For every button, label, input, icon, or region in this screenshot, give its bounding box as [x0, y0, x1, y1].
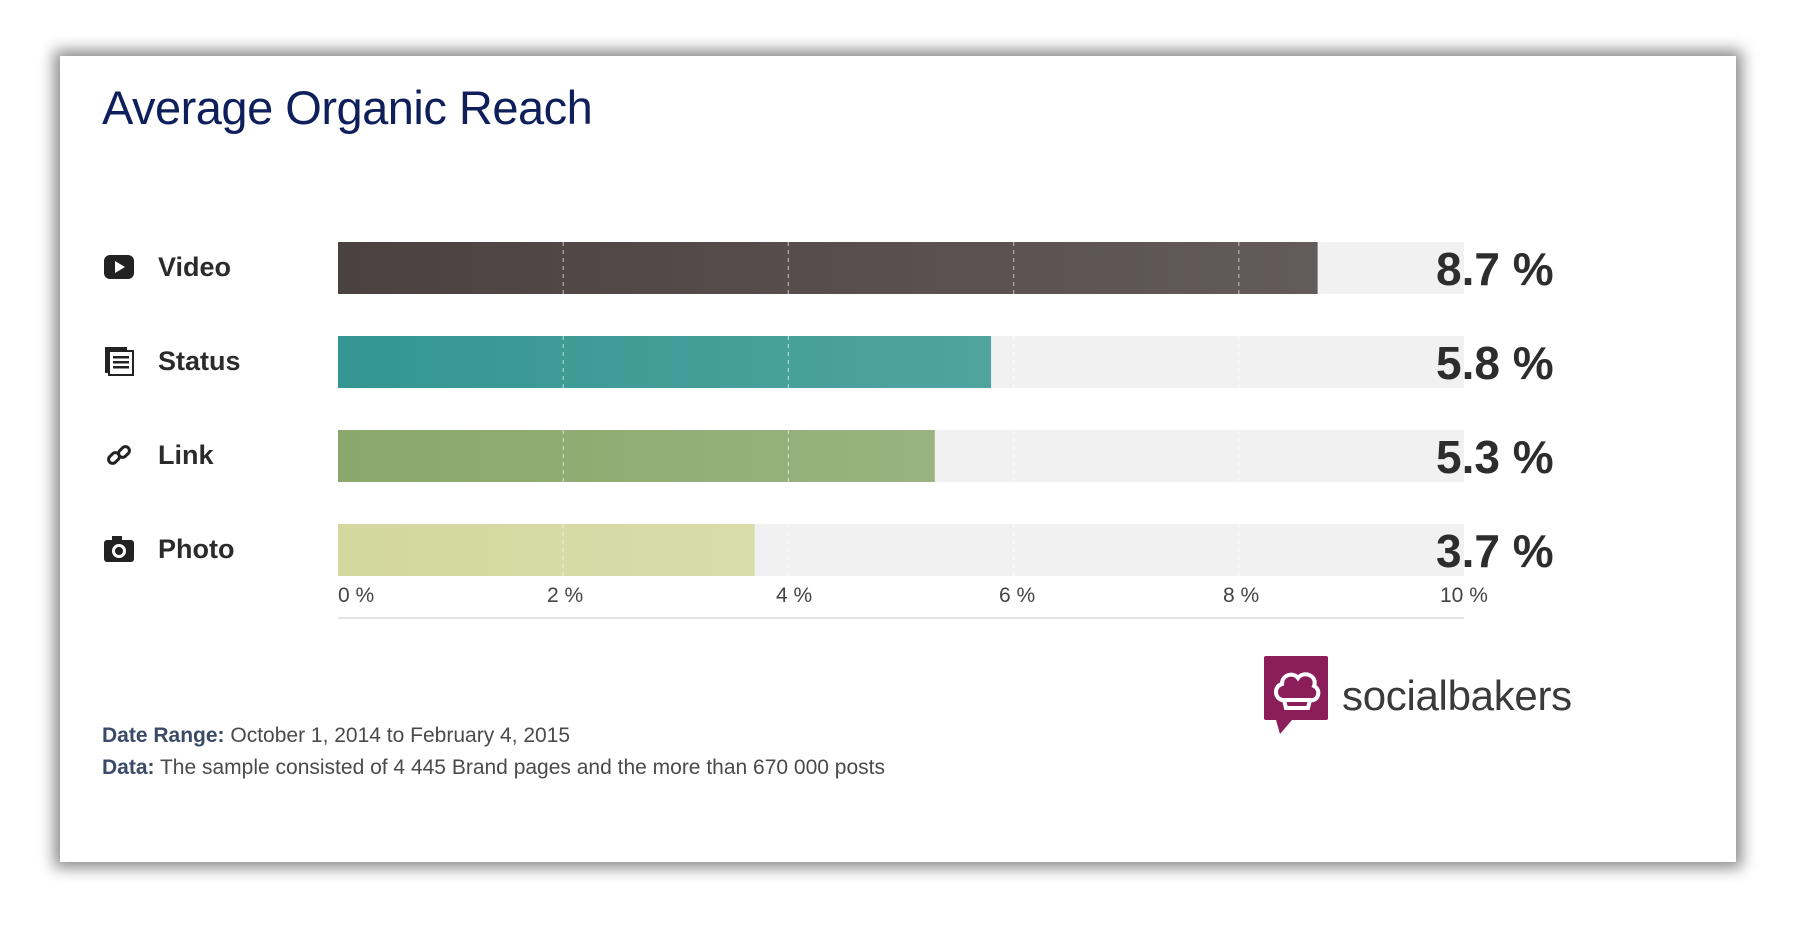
- data-label: Data:: [102, 756, 155, 779]
- link-icon: [102, 438, 136, 472]
- value-label-link: 5.3 %: [1436, 431, 1554, 483]
- x-tick-label: 0 %: [338, 584, 375, 607]
- date-range-value: October 1, 2014 to February 4, 2015: [230, 724, 571, 747]
- category-label-status: Status: [158, 346, 241, 376]
- data-note: Data: The sample consisted of 4 445 Bran…: [102, 756, 885, 780]
- brand-logo: socialbakers: [1264, 656, 1572, 736]
- bar-status: [338, 336, 992, 388]
- video-icon: [102, 250, 136, 284]
- x-tick-label: 6 %: [999, 584, 1036, 607]
- chef-hat-icon: [1264, 656, 1328, 734]
- value-label-status: 5.8 %: [1436, 337, 1554, 389]
- bar-video: [338, 242, 1318, 294]
- value-label-photo: 3.7 %: [1436, 525, 1554, 577]
- x-tick-label: 8 %: [1223, 584, 1260, 607]
- x-tick-label: 4 %: [776, 584, 813, 607]
- bar-photo: [338, 524, 755, 576]
- date-range-note: Date Range: October 1, 2014 to February …: [102, 724, 570, 748]
- status-icon: [102, 344, 136, 378]
- data-value: The sample consisted of 4 445 Brand page…: [159, 756, 885, 779]
- category-label-link: Link: [158, 440, 214, 470]
- x-tick-label: 10 %: [1440, 584, 1488, 607]
- x-tick-label: 2 %: [547, 584, 584, 607]
- photo-icon: [102, 532, 136, 566]
- value-label-video: 8.7 %: [1436, 243, 1554, 295]
- bar-link: [338, 430, 935, 482]
- date-range-label: Date Range:: [102, 724, 225, 747]
- chart-title: Average Organic Reach: [102, 81, 593, 134]
- category-label-video: Video: [158, 252, 232, 282]
- brand-name: socialbakers: [1342, 672, 1572, 719]
- category-label-photo: Photo: [158, 534, 235, 564]
